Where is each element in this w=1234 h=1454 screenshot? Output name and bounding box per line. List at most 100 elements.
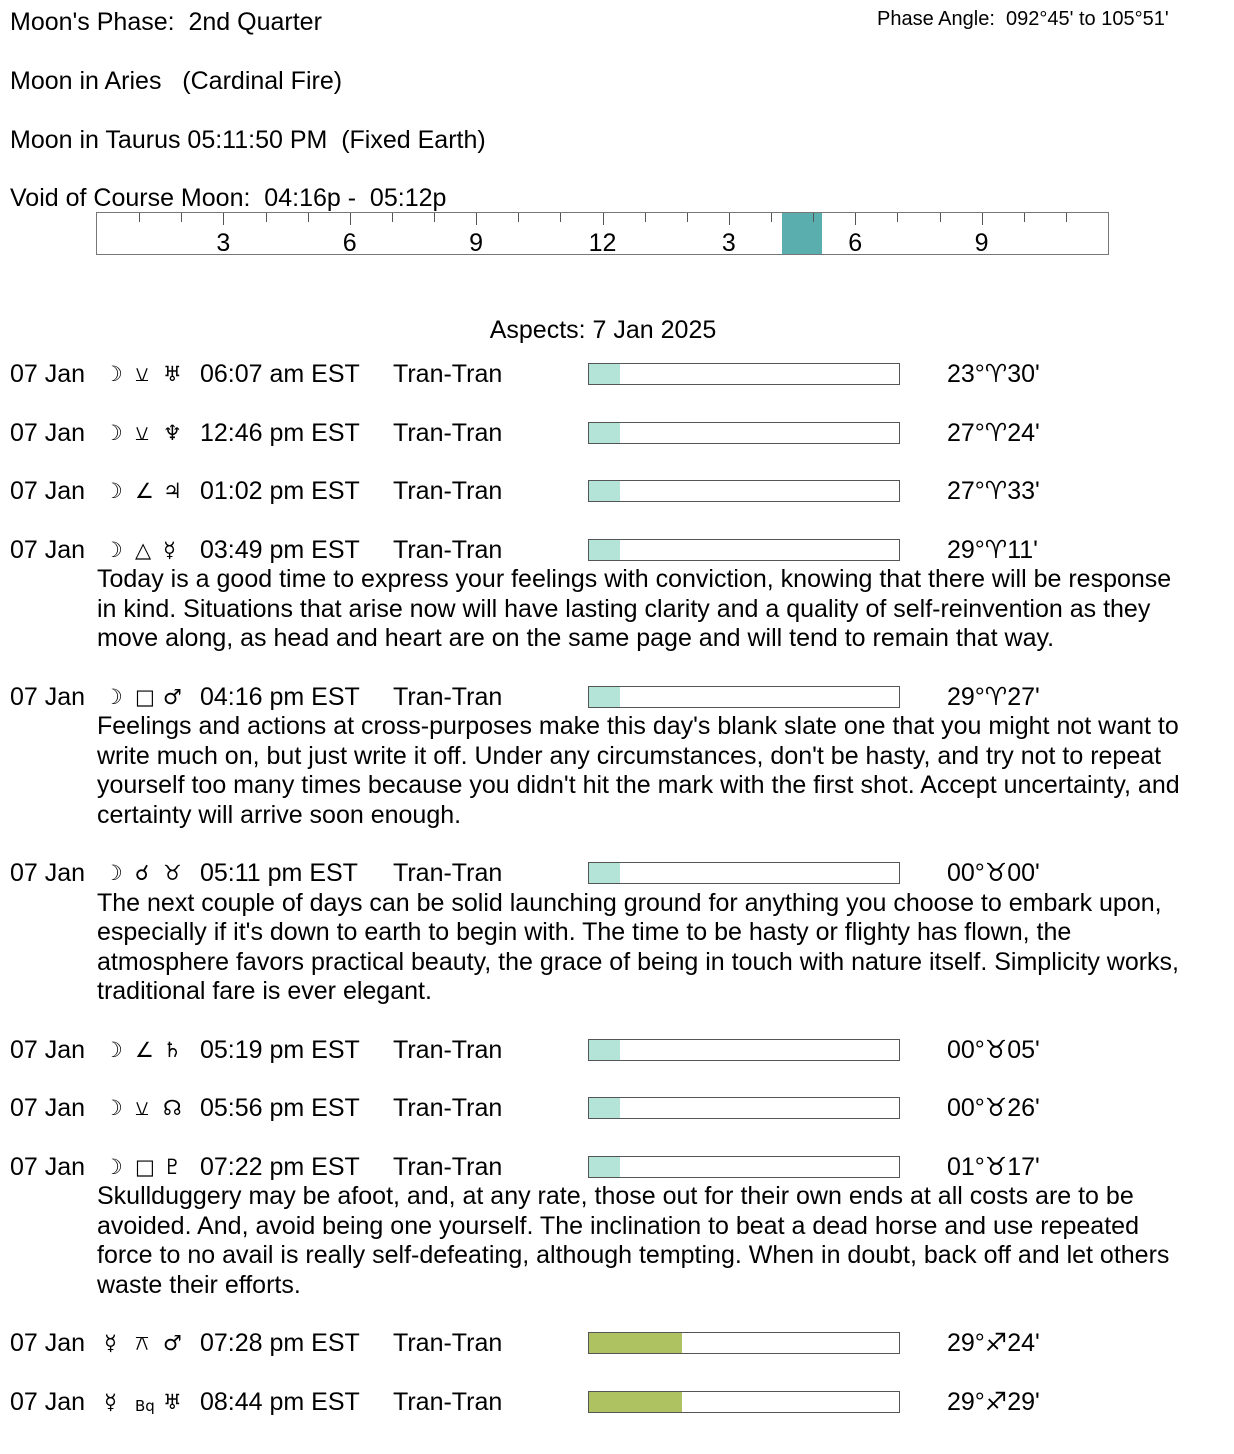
hour-tick [1023,213,1025,222]
planet-1-glyph-icon: ☽ [104,684,123,709]
strength-bar [588,1097,900,1119]
planet-2-glyph-icon: ♂ [163,1331,182,1355]
aspect-glyph-icon: ⚺ [135,420,149,445]
planet-2-glyph-icon: ♉︎ [163,861,182,885]
strength-fill [589,686,620,707]
planet-2-glyph-icon: ☿ [163,537,176,562]
hour-tick [939,213,941,222]
aspect-description: Skullduggery may be afoot, and, at any r… [97,1182,1170,1299]
aspect-date: 07 Jan [10,1035,86,1064]
hour-tick [139,213,141,222]
hour-tick [644,213,646,222]
aspect-type: Tran-Tran [393,477,503,505]
aspect-entry: 07 Jan ☽ ⚺ ♅ 06:07 am EST Tran-Tran 23°♈︎30' [0,360,1234,390]
aspects-title: Aspects: 7 Jan 2025 [489,316,717,344]
aspect-entry: 07 Jan ☽ ∠ ♄ 05:19 pm EST Tran-Tran 00°♉︎05' [0,1036,1234,1066]
planet-1-glyph-icon: ☿ [104,1389,117,1414]
moon-sign-aries: Moon in Aries (Cardinal Fire) [10,67,343,95]
aspect-position: 00°♉︎26' [947,1094,1040,1122]
aspect-time: 05:19 pm EST [200,1035,360,1064]
aspect-entry: 07 Jan ☿ Bq ♅ 08:44 pm EST Tran-Tran 29°♐︎29' [0,1388,1234,1418]
strength-bar [588,363,900,385]
aspect-position: 01°♉︎17' [947,1152,1040,1181]
aspect-type: Tran-Tran [393,418,503,447]
aspect-glyph-icon: △ [135,537,152,562]
strength-bar [588,538,900,561]
aspect-time: 12:46 pm EST [200,418,360,447]
aspect-entry: 07 Jan ☽ △ ☿ 03:49 pm EST Tran-Tran 29°♈︎11' To… [0,536,1234,654]
aspect-glyph-icon: ⚺ [135,1096,149,1120]
void-of-course: Void of Course Moon: 04:16p - 05:12p [10,184,447,212]
aspect-description: Feelings and actions at cross-purposes m… [97,712,1180,829]
aspect-glyph-icon: ∠ [135,479,154,503]
planet-1-glyph-icon: ☽ [104,861,123,885]
hour-label: 6 [848,229,863,257]
strength-bar [588,1038,900,1061]
aspect-row: 07 Jan ☽ ∠ ♃ 01:02 pm EST Tran-Tran 27°♈︎33' [0,477,1234,507]
aspect-row: 07 Jan ☽ ⚺ ☊ 05:56 pm EST Tran-Tran 00°♉︎26' [0,1094,1234,1124]
aspect-type: Tran-Tran [393,360,503,388]
aspect-position: 00°♉︎00' [947,859,1040,887]
aspect-entry: 07 Jan ☽ ∠ ♃ 01:02 pm EST Tran-Tran 27°♈︎33' [0,477,1234,507]
aspect-date: 07 Jan [10,477,86,505]
aspect-date: 07 Jan [10,682,86,711]
strength-fill [589,1098,620,1118]
hour-tick [434,213,435,222]
hour-tick [560,213,562,222]
hour-tick [181,213,183,222]
aspect-type: Tran-Tran [393,1094,503,1122]
aspect-date: 07 Jan [10,859,86,887]
strength-bar [588,862,900,884]
hour-tick [981,213,983,225]
hour-tick [897,213,899,222]
aspect-date: 07 Jan [10,1387,86,1416]
aspect-date: 07 Jan [10,418,86,447]
aspect-list: 07 Jan ☽ ⚺ ♅ 06:07 am EST Tran-Tran 23°♈︎30' 07… [0,360,1234,1446]
aspect-position: 29°♈︎27' [947,682,1040,711]
aspect-row: 07 Jan ☽ □ ♂ 04:16 pm EST Tran-Tran 29°♈︎27' [0,683,1234,713]
planet-2-glyph-icon: ♇ [163,1154,182,1179]
aspect-position: 29°♐︎24' [947,1329,1040,1357]
aspect-type: Tran-Tran [393,859,503,887]
aspect-time: 03:49 pm EST [200,535,360,564]
hour-label: 9 [469,229,484,257]
strength-fill [589,364,620,384]
aspect-entry: 07 Jan ☽ ☌ ♉︎ 05:11 pm EST Tran-Tran 00°♉︎00' T… [0,859,1234,1007]
hour-tick [476,213,478,225]
strength-bar [588,1155,900,1178]
aspect-row: 07 Jan ☽ □ ♇ 07:22 pm EST Tran-Tran 01°♉︎17' [0,1153,1234,1183]
hour-label: 9 [974,229,989,257]
aspect-date: 07 Jan [10,1094,86,1122]
hour-tick [1065,213,1067,222]
strength-bar [588,685,900,708]
aspect-glyph-icon: ⚺ [135,362,149,386]
hour-tick [223,213,225,225]
aspect-entry: 07 Jan ☽ ⚺ ♆ 12:46 pm EST Tran-Tran 27°♈︎24' [0,419,1234,449]
hour-tick [307,213,309,222]
hour-label: 3 [721,229,736,257]
hour-label: 12 [588,229,617,257]
hour-tick [391,213,393,222]
aspect-glyph-icon: Bq [135,1396,155,1415]
aspect-date: 07 Jan [10,535,86,564]
void-of-course-highlight [782,213,822,254]
aspect-time: 05:56 pm EST [200,1094,360,1122]
aspect-time: 07:28 pm EST [200,1329,360,1357]
aspect-entry: 07 Jan ☽ □ ♂ 04:16 pm EST Tran-Tran 29°♈︎27' Fe… [0,683,1234,831]
planet-2-glyph-icon: ♅ [163,362,182,386]
aspect-row: 07 Jan ☿ Bq ♅ 08:44 pm EST Tran-Tran 29°♐︎29' [0,1388,1234,1418]
strength-bar [588,480,900,502]
aspect-row: 07 Jan ☽ ⚺ ♆ 12:46 pm EST Tran-Tran 27°♈︎24' [0,419,1234,449]
aspect-type: Tran-Tran [393,1152,503,1181]
planet-1-glyph-icon: ☽ [104,420,123,445]
hour-tick [602,213,604,225]
aspect-description: Today is a good time to express your fee… [97,565,1172,652]
planet-1-glyph-icon: ☽ [104,1037,123,1062]
aspect-row: 07 Jan ☽ ⚺ ♅ 06:07 am EST Tran-Tran 23°♈︎30' [0,360,1234,390]
hour-tick [518,213,520,222]
strength-fill [589,1156,620,1177]
moon-sign-taurus: Moon in Taurus 05:11:50 PM (Fixed Earth) [10,126,486,154]
aspect-time: 07:22 pm EST [200,1152,360,1181]
aspect-date: 07 Jan [10,1152,86,1181]
strength-fill [589,422,620,443]
